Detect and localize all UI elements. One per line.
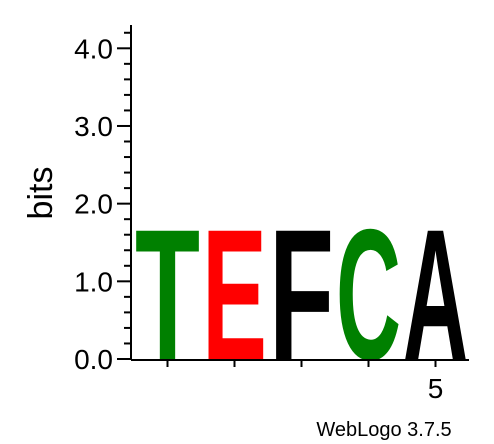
- glyph-a: A: [403, 191, 468, 400]
- glyph-e: E: [202, 190, 267, 399]
- y-tick-label: 0.0: [74, 344, 113, 375]
- glyph-c: C: [336, 191, 401, 400]
- y-axis-label: bits: [22, 167, 60, 220]
- y-tick-label: 1.0: [74, 266, 113, 297]
- x-tick-label: 5: [428, 373, 444, 404]
- weblogo-credit: WebLogo 3.7.5: [316, 419, 451, 441]
- glyph-t: T: [135, 192, 200, 400]
- glyph-f: F: [269, 192, 334, 400]
- y-axis: 0.0 1.0 2.0 3.0 4.0: [74, 25, 132, 375]
- y-tick-label: 2.0: [74, 189, 113, 220]
- y-tick-label: 4.0: [74, 33, 113, 64]
- x-axis: 5: [131, 359, 469, 404]
- y-tick-label: 3.0: [74, 111, 113, 142]
